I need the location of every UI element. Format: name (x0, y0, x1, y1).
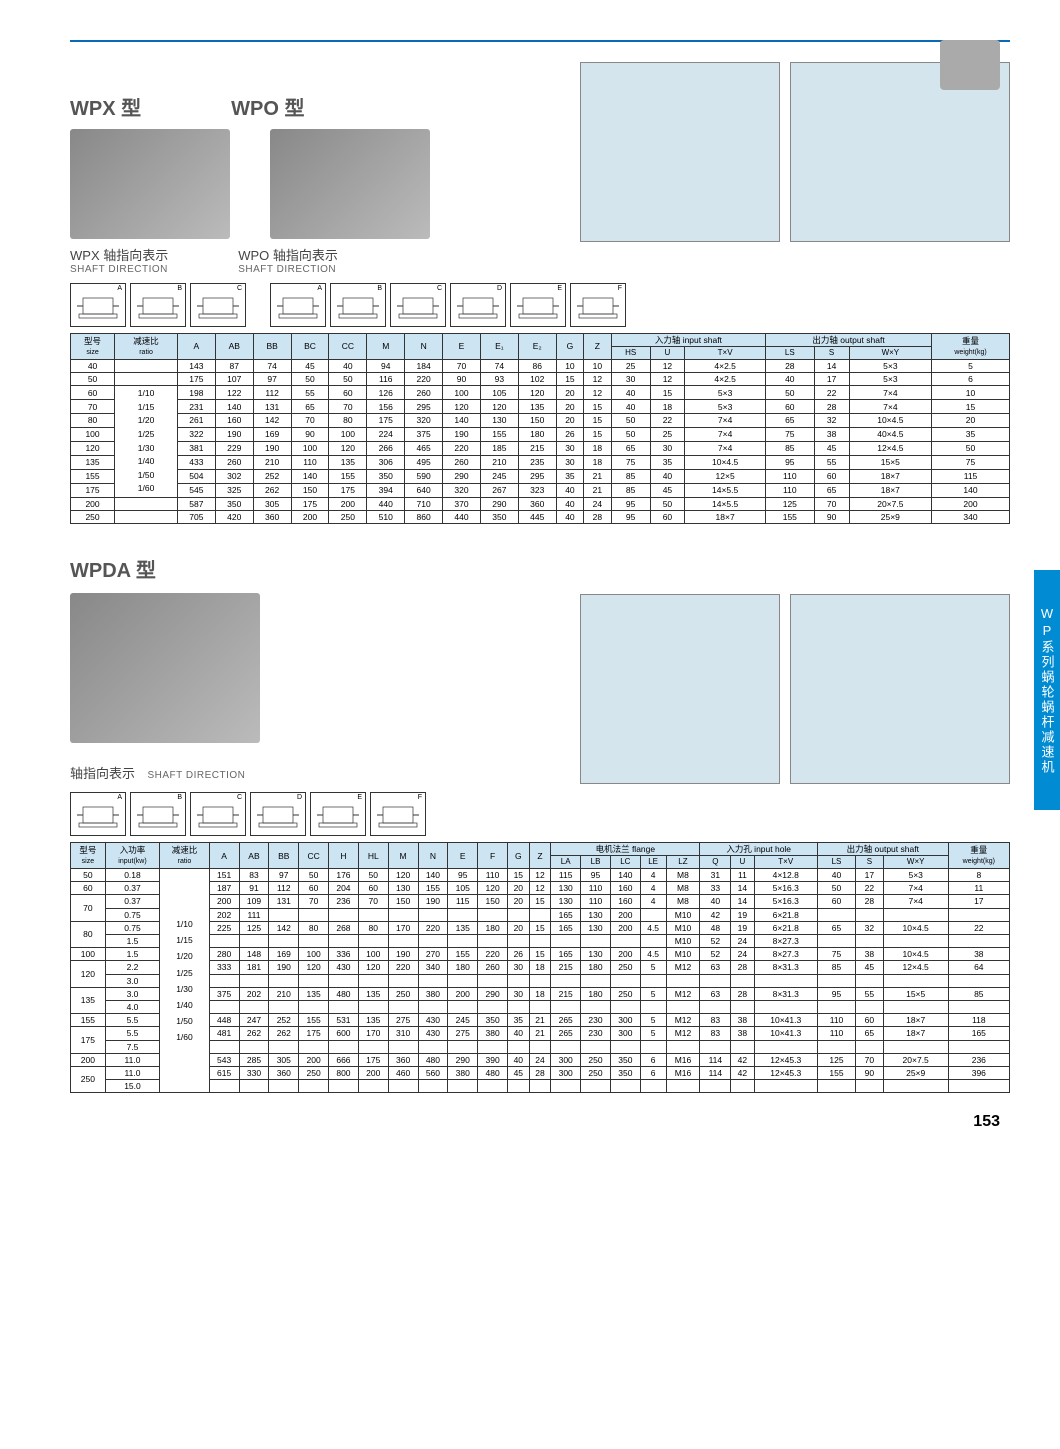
wpx-sub-en: SHAFT DIRECTION (70, 264, 168, 275)
table-row: 1001.52801481691003361001902701552202615… (71, 948, 1010, 961)
shaft-diagram: A (70, 792, 126, 836)
table-row: 700.372001091317023670150190115150201513… (71, 895, 1010, 908)
table-row: 802611601427080175320140130150201550227×… (71, 414, 1010, 428)
shaft-diagram: B (130, 283, 186, 327)
wpda-sub-en: SHAFT DIRECTION (147, 770, 245, 781)
table-row: 1555.54482472521555311352754302453503521… (71, 1014, 1010, 1027)
table-row: 1755453252621501753946403202673234021854… (71, 483, 1010, 497)
shaft-diagram: F (370, 792, 426, 836)
table-row: 15.0 (71, 1080, 1010, 1093)
page-number: 153 (70, 1113, 1010, 1131)
table-row: 1353.03752022101354801352503802002903018… (71, 987, 1010, 1000)
table-row: 1755.54812622621756001703104302753804021… (71, 1027, 1010, 1040)
shaft-diagram: A (270, 283, 326, 327)
shaft-diagram: C (390, 283, 446, 327)
table-row: 1202.23331811901204301202203401802603018… (71, 961, 1010, 974)
table-row: 1354332602101101353064952602102353018753… (71, 456, 1010, 470)
spec-table-1: 型号size 减速比ratio A AB BB BC CC M N E E₁ E… (70, 333, 1010, 524)
shaft-diagram: B (130, 792, 186, 836)
wpda-photo (70, 593, 260, 743)
wpo-sub-en: SHAFT DIRECTION (238, 264, 338, 275)
table-row: 25011.0615330360250800200460560380480452… (71, 1066, 1010, 1079)
table-row: 1003221901699010022437519015518026155025… (71, 428, 1010, 442)
table-row: 500.181/101/151/201/251/301/401/501/6015… (71, 869, 1010, 882)
shaft-diagram-row-2: ABCDEF (70, 792, 1010, 836)
table-row: 702311401316570156295120120135201540185×… (71, 400, 1010, 414)
shaft-diagram: E (310, 792, 366, 836)
table-row: 4.0 (71, 1000, 1010, 1013)
wpo-photo (270, 129, 430, 239)
table-row: 800.752251251428026880170220135180201516… (71, 921, 1010, 934)
table-row: 401438774454094184707486101025124×2.5281… (71, 359, 1010, 372)
table-row: 1.5M1052248×27.3 (71, 935, 1010, 948)
shaft-diagram: E (510, 283, 566, 327)
wpda-sub: 轴指向表示 (70, 766, 135, 781)
shaft-diagram: B (330, 283, 386, 327)
wpo-title: WPO 型 (231, 92, 304, 121)
table-row: 7.5 (71, 1040, 1010, 1053)
tech-drawing-3 (580, 594, 780, 784)
table-row: 2507054203602002505108604403504454028956… (71, 511, 1010, 524)
shaft-diagram: D (450, 283, 506, 327)
table-row: 20011.0543285305200666175360480290390402… (71, 1053, 1010, 1066)
spec-table-2: 型号size 入功率input(kw) 减速比ratio AAB BBCC HH… (70, 842, 1010, 1093)
table-row: 0.75202111165130200M1042196×21.8 (71, 908, 1010, 921)
side-tab: WP系列蜗轮蜗杆减速机 (1034, 570, 1060, 810)
table-row: 601/101/151/201/251/301/401/501/60198122… (71, 386, 1010, 400)
tech-drawing-1 (580, 62, 780, 242)
top-rule (70, 40, 1010, 42)
wpx-sub: WPX 轴指向表示 (70, 245, 168, 264)
shaft-diagram: D (250, 792, 306, 836)
shaft-diagram: A (70, 283, 126, 327)
corner-product-icon (940, 40, 1000, 90)
shaft-diagram: C (190, 792, 246, 836)
table-row: 1203812291901001202664652201852153018653… (71, 442, 1010, 456)
table-row: 1555043022521401553505902902452953521854… (71, 469, 1010, 483)
table-row: 501751079750501162209093102151230124×2.5… (71, 372, 1010, 385)
tech-drawing-4 (790, 594, 1010, 784)
table-row: 600.371879111260204601301551051202012130… (71, 882, 1010, 895)
wpx-photo (70, 129, 230, 239)
table-row: 3.0 (71, 974, 1010, 987)
wpda-title: WPDA 型 (70, 554, 260, 583)
shaft-diagram-row-1: ABCABCDEF (70, 283, 1010, 327)
wpx-title: WPX 型 (70, 92, 141, 121)
wpo-sub: WPO 轴指向表示 (238, 245, 338, 264)
table-row: 2005873503051752004407103702903604024955… (71, 497, 1010, 510)
shaft-diagram: C (190, 283, 246, 327)
shaft-diagram: F (570, 283, 626, 327)
